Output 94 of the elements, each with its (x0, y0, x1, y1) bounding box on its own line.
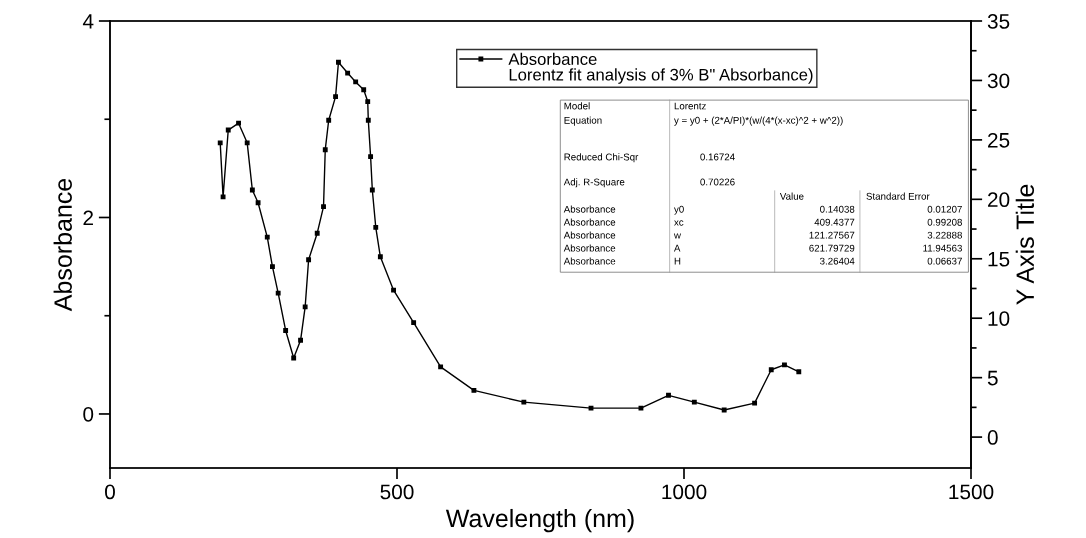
y2-tick-label: 0 (987, 430, 998, 445)
point (336, 59, 341, 65)
point (752, 400, 758, 406)
annotation: 621.79729 (809, 244, 855, 252)
point (721, 407, 727, 413)
point (255, 200, 261, 206)
y2-axis-title: Y Axis Title (1015, 184, 1035, 305)
x-tick-label: 1500 (949, 484, 994, 500)
point (353, 79, 359, 85)
point (369, 187, 375, 193)
y-tick-label: 2 (83, 210, 93, 226)
point (365, 99, 371, 104)
annotation: Lorentz fit analysis of 3% B" Absorbance) (509, 68, 813, 84)
y2-tick-label: 35 (987, 14, 1010, 29)
point (666, 392, 671, 398)
point (244, 140, 250, 146)
point (373, 224, 379, 230)
point (220, 194, 226, 200)
point (275, 290, 281, 296)
annotation: Absorbance (563, 231, 616, 239)
annotation: 0.16724 (700, 153, 735, 161)
point (249, 187, 255, 193)
point (283, 328, 289, 333)
point (691, 399, 697, 405)
annotation: 0.99208 (927, 218, 962, 226)
y2-tick-label: 5 (987, 370, 998, 386)
point (588, 405, 594, 411)
point (270, 264, 275, 270)
annotation: Reduced Chi-Sqr (564, 153, 639, 163)
point (377, 254, 383, 260)
point (333, 94, 339, 100)
y-tick-label: 0 (83, 406, 94, 422)
annotation: Equation (564, 116, 602, 126)
annotation: Absorbance (563, 257, 616, 265)
annotation: Model (564, 102, 590, 110)
point (391, 287, 396, 293)
point (438, 364, 444, 370)
y2-tick-label: 30 (987, 73, 1010, 89)
annotation: Standard Error (866, 192, 930, 200)
point (225, 127, 231, 133)
point (345, 70, 351, 76)
annotation: H (674, 257, 681, 265)
x-axis-title: Wavelength (nm) (445, 508, 634, 533)
point (298, 337, 303, 343)
annotation: A (673, 244, 681, 252)
annotation: 121.27567 (809, 231, 855, 239)
point (638, 405, 644, 411)
annotation: 0.06637 (927, 257, 962, 265)
point (291, 355, 297, 361)
annotation: 3.26404 (820, 257, 855, 265)
annotation: 0.01207 (927, 205, 962, 213)
point (361, 87, 367, 93)
point (782, 362, 787, 368)
y-tick-label: 4 (82, 14, 94, 29)
point (365, 117, 371, 123)
annotation: Adj. R-Square (563, 178, 625, 188)
annotation: y = y0 + (2*A/PI)*(w/(4*(x-xc)^2 + w^2)) (673, 116, 843, 126)
annotation: xc (674, 220, 684, 226)
annotation: Value (779, 192, 804, 200)
point (217, 140, 223, 146)
point (302, 304, 308, 310)
point (306, 257, 312, 263)
point (314, 230, 320, 236)
annotation: w (673, 233, 681, 239)
point (368, 154, 374, 160)
annotation: 11.94563 (923, 244, 962, 252)
point (521, 399, 527, 405)
annotation: Absorbance (563, 244, 616, 252)
y2-tick-label: 15 (988, 251, 1010, 267)
annotation: Absorbance (563, 218, 616, 226)
y2-tick-label: 10 (988, 311, 1010, 326)
point (322, 147, 328, 153)
annotation: 3.22888 (927, 231, 962, 239)
annotation: 409.4377 (814, 218, 855, 226)
x-tick-label: 0 (105, 484, 115, 500)
point (768, 367, 774, 373)
point (326, 117, 332, 123)
y2-tick-label: 25 (988, 132, 1010, 148)
legend-label: Absorbance (508, 52, 597, 66)
point (796, 369, 802, 375)
x-tick-label: 1000 (662, 484, 707, 500)
point (264, 234, 270, 240)
point (321, 204, 326, 210)
y2-tick-label: 20 (988, 192, 1010, 208)
x-tick-label: 500 (380, 484, 414, 500)
y-axis-title: Absorbance (53, 178, 72, 312)
annotation: 0.14038 (820, 205, 855, 213)
annotation: Lorentz (674, 102, 706, 110)
point (411, 320, 417, 326)
point (236, 120, 242, 126)
annotation: 0.70226 (700, 178, 735, 186)
annotation: y0 (673, 205, 684, 215)
point (471, 387, 477, 393)
annotation: Absorbance (563, 205, 616, 213)
